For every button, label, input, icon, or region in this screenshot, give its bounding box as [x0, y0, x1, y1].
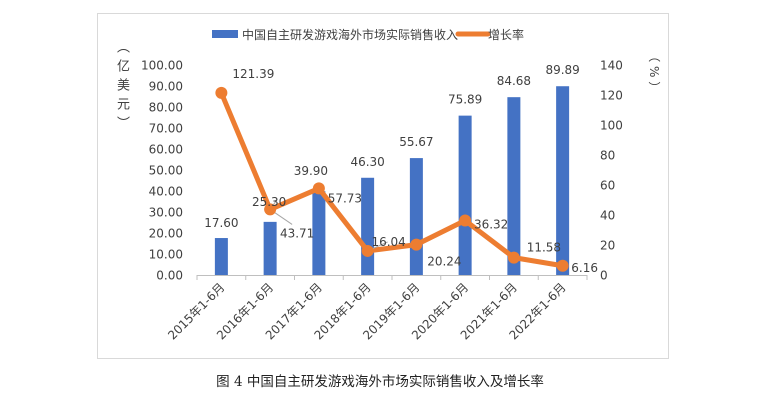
left-axis: 0.00 10.00 20.00 30.00 40.00 50.00 60.00 70.00 8… [141, 59, 183, 283]
left-tick-label: 90.00 [149, 80, 183, 94]
bar [556, 86, 570, 275]
bar-data-label: 46.30 [350, 155, 384, 169]
line-series [215, 86, 569, 272]
legend: 中国自主研发游戏海外市场实际销售收入 增长率 [212, 27, 524, 42]
bar-data-label: 89.89 [545, 63, 579, 77]
right-axis-label-box: （%） [647, 50, 661, 98]
right-tick-label: 80 [600, 149, 615, 163]
right-tick-label: 140 [600, 59, 623, 73]
bar-data-label: 17.60 [204, 216, 238, 230]
line-data-label: 20.24 [427, 255, 461, 269]
left-tick-label: 70.00 [149, 122, 183, 136]
left-tick-label: 10.00 [149, 248, 183, 262]
line-data-label: 6.16 [571, 261, 598, 275]
legend-label-bar: 中国自主研发游戏海外市场实际销售收入 [242, 27, 458, 42]
left-tick-label: 30.00 [149, 206, 183, 220]
left-tick-label: 80.00 [149, 101, 183, 115]
bar-data-label: 39.90 [294, 164, 328, 178]
data-labels: 17.60 25.30 39.90 46.30 55.67 75.89 84.68 89.89… [204, 63, 598, 275]
bar-data-label: 84.68 [497, 74, 531, 88]
line-point [459, 214, 472, 227]
line-data-label: 43.71 [280, 226, 314, 240]
left-tick-label: 50.00 [149, 164, 183, 178]
legend-label-line: 增长率 [488, 27, 524, 42]
line-point [215, 86, 228, 99]
line-point [361, 244, 374, 257]
left-axis-label-box: （亿美元） [114, 40, 129, 135]
bar-data-label: 55.67 [399, 135, 433, 149]
right-axis: 0 20 40 60 80 100 120 140 [600, 59, 623, 283]
right-tick-label: 20 [600, 239, 615, 253]
line-point [410, 238, 423, 251]
legend-swatch-bar [212, 30, 238, 38]
bar [458, 115, 472, 275]
bar [361, 177, 375, 275]
bar [409, 158, 423, 275]
figure-caption: 图 4 中国自主研发游戏海外市场实际销售收入及增长率 [216, 373, 544, 390]
right-tick-label: 100 [600, 119, 623, 133]
line-data-label: 36.32 [474, 218, 508, 232]
bar-data-label: 75.89 [448, 93, 482, 107]
bar [312, 191, 326, 275]
right-axis-label: （%） [647, 50, 661, 98]
bar [507, 97, 521, 275]
left-axis-label: （亿美元） [114, 40, 129, 135]
line-data-label: 121.39 [232, 67, 274, 81]
line-data-label: 11.58 [527, 241, 561, 255]
left-tick-label: 0.00 [156, 269, 183, 283]
line-point [264, 203, 277, 216]
chart-frame [97, 13, 669, 359]
line-data-label: 57.73 [328, 191, 362, 205]
bar [214, 238, 228, 275]
left-tick-label: 20.00 [149, 227, 183, 241]
left-tick-label: 100.00 [141, 59, 183, 73]
line-point [507, 251, 520, 264]
left-tick-label: 60.00 [149, 143, 183, 157]
line-point [556, 259, 569, 272]
right-tick-label: 0 [600, 269, 608, 283]
left-tick-label: 40.00 [149, 185, 183, 199]
line-data-label: 16.04 [371, 235, 405, 249]
right-tick-label: 40 [600, 209, 615, 223]
line-point [312, 182, 325, 195]
growth-line [219, 91, 564, 269]
bar-data-label: 25.30 [252, 195, 286, 209]
right-tick-label: 60 [600, 179, 615, 193]
bar [263, 221, 277, 275]
right-tick-label: 120 [600, 89, 623, 103]
